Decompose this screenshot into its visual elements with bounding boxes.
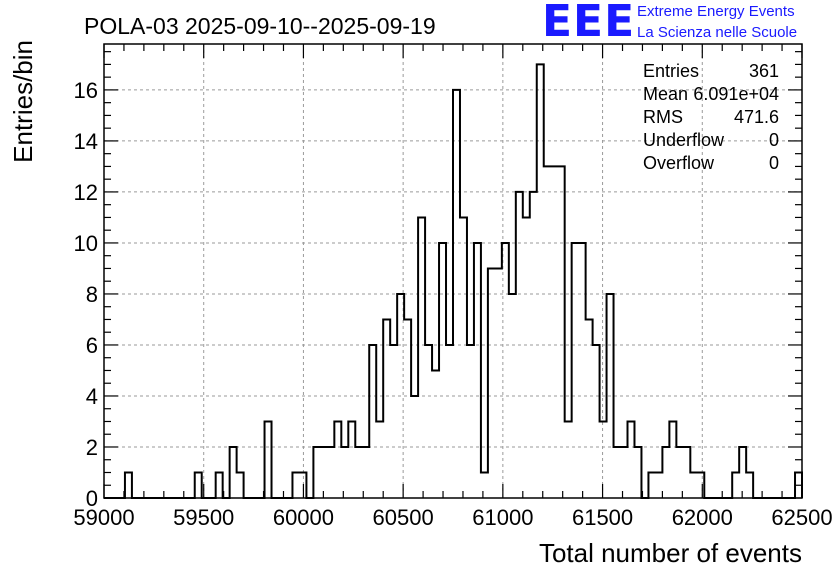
plot-frame [103, 43, 803, 499]
stats-label: Underflow [643, 130, 725, 150]
logo-line-1: Extreme Energy Events [637, 3, 795, 20]
y-tick-label: 4 [86, 384, 98, 409]
y-tick-label: 8 [86, 282, 98, 307]
stats-value: 361 [749, 61, 779, 81]
stats-value: 471.6 [734, 107, 779, 127]
y-tick-label: 6 [86, 333, 98, 358]
x-tick-label: 61000 [472, 505, 533, 530]
histogram-step-line [104, 63, 803, 499]
chart-title: POLA-03 2025-09-10--2025-09-19 [84, 13, 436, 39]
x-axis-label: Total number of events [539, 538, 802, 568]
eee-logo-mark: EEE [542, 0, 636, 47]
y-tick-label: 14 [74, 129, 98, 154]
stats-value: 0 [769, 153, 779, 173]
y-tick-labels: 0 2 4 6 8 10 12 14 16 [74, 78, 98, 511]
axis-ticks [103, 44, 803, 499]
x-tick-label: 61500 [572, 505, 633, 530]
x-tick-labels: 59000 59500 60000 60500 61000 61500 62000 62500 [73, 505, 832, 530]
stats-box: Entries 361 Mean 6.091e+04 RMS 471.6 Underflow… [643, 61, 779, 173]
stats-label: Overflow [643, 153, 715, 173]
stats-label: RMS [643, 107, 683, 127]
y-tick-label: 16 [74, 78, 98, 103]
x-tick-label: 59000 [73, 505, 134, 530]
stats-label: Mean [643, 84, 688, 104]
stats-value: 6.091e+04 [693, 84, 779, 104]
y-tick-label: 2 [86, 435, 98, 460]
y-tick-label: 10 [74, 231, 98, 256]
x-tick-label: 60000 [273, 505, 334, 530]
y-axis-label: Entries/bin [8, 40, 38, 163]
y-tick-label: 12 [74, 180, 98, 205]
x-tick-label: 62000 [672, 505, 733, 530]
logo-line-2: La Scienza nelle Scuole [637, 24, 798, 41]
stats-value: 0 [769, 130, 779, 150]
x-tick-label: 62500 [771, 505, 832, 530]
x-tick-label: 60500 [373, 505, 434, 530]
y-tick-label: 0 [86, 486, 98, 511]
x-tick-label: 59500 [173, 505, 234, 530]
stats-label: Entries [643, 61, 699, 81]
